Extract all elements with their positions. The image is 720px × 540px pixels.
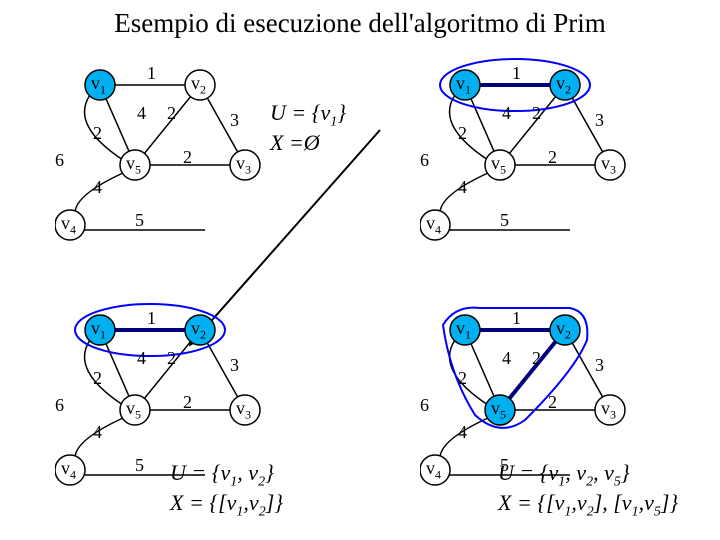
node-v2: v2 — [556, 318, 571, 343]
edge-weight: 4 — [137, 348, 146, 369]
node-v3: v3 — [236, 398, 251, 423]
node-v1: v1 — [456, 73, 471, 98]
node-v1: v1 — [91, 318, 106, 343]
node-v3: v3 — [236, 153, 251, 178]
edge-weight: 5 — [135, 210, 144, 231]
edge-weight: 4 — [502, 348, 511, 369]
edge-weight: 2 — [458, 123, 467, 144]
node-v5: v5 — [491, 153, 506, 178]
edge-weight: 2 — [548, 392, 557, 413]
edge-weight: 2 — [548, 147, 557, 168]
x-set-2: X = {[v1,v2]} — [170, 490, 283, 520]
graph-panel-0: v1v2v3v5v4142322645 — [55, 55, 285, 255]
edge-weight: 1 — [147, 308, 156, 329]
edge-weight: 6 — [55, 150, 64, 171]
node-v3: v3 — [601, 153, 616, 178]
edge-weight: 3 — [595, 355, 604, 376]
edge-weight: 2 — [93, 368, 102, 389]
edge-weight: 4 — [502, 103, 511, 124]
node-v4: v4 — [426, 213, 441, 238]
edge-weight: 2 — [93, 123, 102, 144]
edge-weight: 1 — [512, 63, 521, 84]
x-set-3: X = {[v1,v2], [v1,v5]} — [498, 490, 678, 520]
edge-weight: 3 — [230, 355, 239, 376]
node-v3: v3 — [601, 398, 616, 423]
edge-weight: 2 — [183, 392, 192, 413]
edge-weight: 2 — [167, 348, 176, 369]
x-set-0: X =Ø — [270, 130, 320, 156]
node-v4: v4 — [61, 458, 76, 483]
edge-weight: 6 — [55, 395, 64, 416]
edge-weight: 1 — [147, 63, 156, 84]
edge-weight: 2 — [458, 368, 467, 389]
node-v2: v2 — [556, 73, 571, 98]
edge-weight: 2 — [183, 147, 192, 168]
edge-weight: 4 — [137, 103, 146, 124]
u-set-0: U = {v1} — [270, 100, 346, 130]
node-v5: v5 — [491, 398, 506, 423]
edge-weight: 4 — [458, 422, 467, 443]
edge-weight: 3 — [595, 110, 604, 131]
node-v4: v4 — [61, 213, 76, 238]
edge-weight: 5 — [135, 455, 144, 476]
edge-weight: 6 — [420, 395, 429, 416]
node-v1: v1 — [456, 318, 471, 343]
node-v2: v2 — [191, 318, 206, 343]
node-v2: v2 — [191, 73, 206, 98]
graph-panel-1: v1v2v3v5v4142322645 — [420, 55, 650, 255]
node-v4: v4 — [426, 458, 441, 483]
u-set-3: U = {v1, v2, v5} — [498, 460, 630, 490]
node-v1: v1 — [91, 73, 106, 98]
u-set-2: U = {v1, v2} — [170, 460, 274, 490]
edge-weight: 4 — [93, 422, 102, 443]
edge-weight: 1 — [512, 308, 521, 329]
node-v5: v5 — [126, 153, 141, 178]
edge-weight: 4 — [458, 177, 467, 198]
edge-weight: 5 — [500, 210, 509, 231]
edge-weight: 3 — [230, 110, 239, 131]
edge-weight: 2 — [167, 103, 176, 124]
node-v5: v5 — [126, 398, 141, 423]
edge-weight: 2 — [532, 103, 541, 124]
edge-weight: 4 — [93, 177, 102, 198]
edge-weight: 2 — [532, 348, 541, 369]
edge-weight: 6 — [420, 150, 429, 171]
